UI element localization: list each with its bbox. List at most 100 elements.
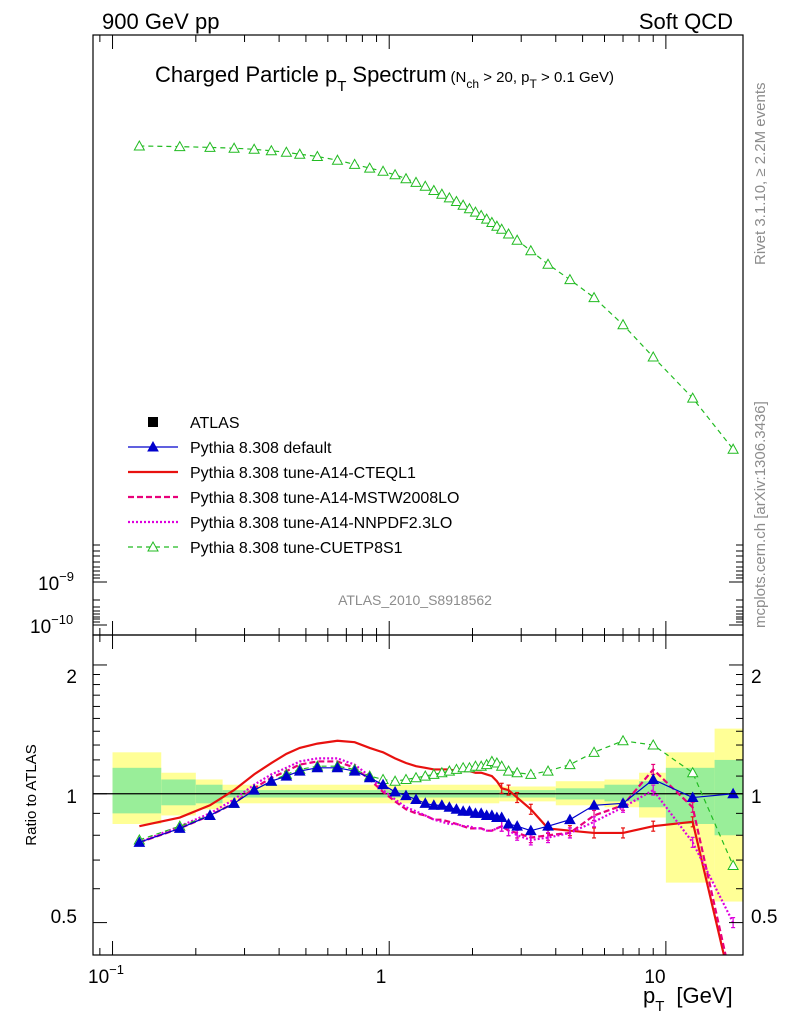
ratio-series-pythia-8-308-default-point (647, 773, 660, 784)
ratio-series-pythia-8-308-tune-cuetp8s1-point (686, 766, 699, 778)
main-series-cuetp8s1-point (436, 188, 448, 199)
ratio-series-pythia-8-308-default-point (228, 797, 240, 808)
ratio-ytick-label-left-2: 2 (66, 667, 77, 688)
main-title-note-2: > 20, p (479, 69, 529, 86)
ratio-series-pythia-8-308-tune-cuetp8s1-point (502, 765, 515, 776)
main-ytick-exp-1e-9: −9 (59, 569, 74, 584)
legend-item-pythia-8-308-tune-a14-cteql1: Pythia 8.308 tune-A14-CTEQL1 (128, 465, 416, 482)
ratio-ytick-label-right-0.5: 0.5 (751, 907, 777, 928)
ratio-series-pythia-8-308-default-point (265, 775, 278, 786)
main-panel: Charged Particle pT Spectrum (Nch > 20, pT… (30, 34, 744, 638)
ratio-series-pythia-8-308-default-point (400, 789, 412, 801)
main-series-cuetp8s1-point (542, 258, 554, 269)
main-ytick-exp-1e-10: −10 (51, 612, 73, 627)
ratio-series-pythia-8-308-default-point (248, 784, 261, 795)
ratio-ytick-label-right-2: 2 (751, 667, 762, 688)
main-series-cuetp8s1-point (410, 176, 422, 187)
header-right: Soft QCD (639, 9, 733, 34)
ratio-series-pythia-8-308-default-point (564, 813, 576, 825)
legend-item-pythia-8-308-tune-cuetp8s1: Pythia 8.308 tune-CUETP8S1 (128, 540, 403, 557)
main-series-cuetp8s1-point (133, 139, 146, 151)
xtick-label-0.1-exp: −1 (109, 962, 124, 977)
main-title-note-3: > 0.1 GeV) (537, 69, 614, 86)
main-series-cuetp8s1-point (564, 273, 576, 285)
side-text-rivet: Rivet 3.1.10, ≥ 2.2M events (752, 83, 769, 266)
main-ytick-base-1e-9: 10 (38, 574, 59, 595)
ratio-series-pythia-8-308-default-point (617, 797, 629, 808)
ratio-series-pythia-8-308-default-point (377, 778, 389, 790)
ratio-ytick-label-left-0.5: 0.5 (51, 907, 77, 928)
ratio-series-pythia-8-308-default-point (389, 785, 401, 797)
ratio-series-pythia-8-308-tune-cuetp8s1-point (524, 768, 537, 779)
ratio-series-pythia-8-308-default-point (502, 817, 515, 829)
ratio-series-pythia-8-308-tune-cuetp8s1-point (617, 734, 629, 746)
ratio-series-pythia-8-308-default-point (363, 771, 376, 783)
legend-label: ATLAS (190, 415, 240, 432)
side-text-mcplots: mcplots.cern.ch [arXiv:1306.3436] (752, 401, 769, 628)
ratio-series-pythia-8-308-tune-cuetp8s1-point (389, 775, 401, 786)
ratio-series-pythia-8-308-default-point (348, 765, 361, 776)
xtick-label-0.1: 10−1 (88, 962, 124, 988)
ratio-series-pythia-8-308-default-point (495, 811, 508, 823)
main-series-cuetp8s1-point (495, 223, 508, 234)
ratio-band-inner (112, 767, 162, 814)
ratio-series-pythia-8-308-tune-cuetp8s1-point (564, 758, 576, 770)
legend-swatch-marker (147, 440, 159, 452)
legend-swatch (148, 417, 158, 427)
ratio-series-pythia-8-308-default-point (331, 761, 344, 773)
ratio-series-pythia-8-308-tune-cuetp8s1-line (139, 740, 734, 866)
xaxis-title-sub: T (655, 998, 664, 1015)
ratio-series-pythia-8-308-default-point (686, 791, 699, 803)
ratio-series-pythia-8-308-default-point (311, 761, 324, 773)
main-series-cuetp8s1-point (480, 213, 493, 224)
main-series-cuetp8s1-point (389, 168, 401, 180)
main-series-cuetp8s1-point (686, 392, 699, 403)
main-series-cuetp8s1-point (204, 141, 216, 152)
ratio-series-pythia-8-308-default-point (450, 803, 463, 814)
main-title: Charged Particle pT Spectrum (Nch > 20, pT… (155, 62, 614, 95)
main-series-cuetp8s1-point (457, 199, 469, 210)
xtick-label-10: 10 (644, 967, 665, 988)
legend-label: Pythia 8.308 tune-A14-CTEQL1 (190, 465, 416, 482)
main-series-cuetp8s1-point (427, 184, 440, 195)
main-series-cuetp8s1-point (475, 209, 488, 220)
main-title-text: Charged Particle p (155, 62, 337, 87)
main-series-cuetp8s1-point (248, 143, 261, 154)
ratio-ytick-label-right-1: 1 (751, 787, 762, 808)
main-title-note-sub-1: ch (466, 77, 479, 91)
main-series-cuetp8s1-point (463, 202, 476, 214)
ratio-series-pythia-8-308-default-point (436, 799, 448, 810)
main-series-cuetp8s1-point (280, 146, 293, 157)
main-series-cuetp8s1-point (486, 216, 498, 227)
ratio-series-pythia-8-308-tune-cuetp8s1-point (727, 859, 739, 870)
main-series-cuetp8s1-point (617, 318, 629, 330)
main-series-cuetp8s1-point (173, 140, 186, 152)
main-series-cuetp8s1-point (502, 227, 515, 239)
legend-swatch-marker (147, 540, 159, 552)
main-series-cuetp8s1-point (363, 162, 376, 173)
main-ticks (93, 35, 743, 635)
legend: ATLAS Pythia 8.308 default Pythia 8.308 tu… (128, 415, 459, 557)
main-series-cuetp8s1-point (348, 158, 361, 169)
ratio-series-pythia-8-308-default-point (443, 801, 456, 812)
xaxis-title: pT [GeV] (643, 983, 733, 1015)
main-title-tail: Spectrum (352, 62, 446, 87)
legend-item-pythia-8-308-tune-a14-mstw2008lo: Pythia 8.308 tune-A14-MSTW2008LO (128, 490, 459, 507)
ratio-series-pythia-8-308-tune-cuetp8s1-point (647, 738, 660, 750)
ratio-series-pythia-8-308-default-point (293, 765, 306, 776)
ratio-series-pythia-8-308-default-point (511, 820, 523, 831)
ratio-series-pythia-8-308-tune-cuetp8s1-point (588, 746, 600, 757)
main-series (133, 139, 739, 454)
main-series-cuetp8s1-point (419, 180, 432, 191)
main-series-cuetp8s1-point (331, 154, 344, 165)
ratio-panel: Ratio to ATLAS pT [GeV] 10−1 1 10 2 1 0.5… (23, 634, 777, 1015)
ratio-series-pythia-8-308-default-point (524, 824, 537, 836)
ratio-ylabel: Ratio to ATLAS (23, 744, 40, 845)
ratio-series-pythia-8-308-tune-cuetp8s1-point (542, 765, 554, 776)
main-title-sub: T (337, 78, 346, 95)
ratio-series-pythia-8-308-tune-cuetp8s1-point (400, 773, 412, 784)
main-ytick-label-1e-9: 10−9 (38, 569, 74, 595)
ratio-ytick-label-left-1: 1 (66, 787, 77, 808)
xaxis-title-main: p (643, 983, 655, 1008)
xtick-label-1: 1 (376, 967, 387, 988)
